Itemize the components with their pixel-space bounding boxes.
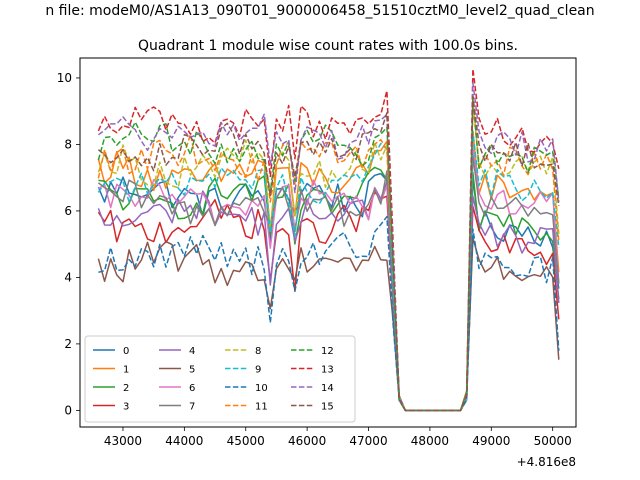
x-offset-label: +4.816e8 [517,455,576,469]
legend-label: 9 [255,365,261,376]
y-tick-label: 2 [64,337,72,351]
series-line-7 [97,155,560,412]
x-tick-label: 50000 [534,434,572,448]
series-line-15 [97,95,560,412]
y-tick-label: 0 [64,403,72,417]
series-line-10 [98,215,560,412]
series-line-6 [98,145,560,412]
y-tick-label: 8 [64,137,72,151]
series-line-14 [97,81,560,412]
figure-suptitle: n file: modeM0/AS1A13_090T01_9000006458_… [45,3,594,19]
legend-label: 8 [255,346,261,357]
x-tick-label: 47000 [349,434,387,448]
x-tick-label: 49000 [472,434,510,448]
x-tick-label: 45000 [227,434,265,448]
legend-label: 13 [321,365,334,376]
axes-frame [79,57,577,428]
legend-box [84,335,356,423]
legend-label: 2 [123,383,129,394]
legend-label: 3 [123,402,129,413]
series-line-13 [97,68,560,412]
x-axis: 43000 44000 45000 46000 47000 48000 49000 50000 [104,427,572,448]
legend-label: 14 [321,383,334,394]
series-line-5 [97,237,560,412]
series-line-11 [97,96,560,412]
legend-label: 1 [123,365,129,376]
legend-label: 15 [321,402,334,413]
legend-label: 0 [123,346,129,357]
legend-label: 10 [255,383,268,394]
x-tick-label: 48000 [411,434,449,448]
x-tick-label: 43000 [104,434,142,448]
y-tick-label: 6 [64,204,72,218]
legend-label: 11 [255,402,268,413]
y-axis: 0 2 4 6 8 10 [57,71,80,417]
legend-label: 12 [321,346,334,357]
series-line-3 [97,191,560,412]
series-lines [97,68,560,412]
series-line-1 [97,130,560,412]
x-tick-label: 44000 [165,434,203,448]
legend-label: 7 [189,402,195,413]
y-tick-label: 4 [64,270,72,284]
series-line-9 [97,130,560,412]
series-line-8 [97,105,560,412]
series-line-4 [97,181,560,412]
chart-title: Quadrant 1 module wise count rates with … [138,38,518,54]
x-tick-label: 46000 [288,434,326,448]
legend-label: 6 [189,383,195,394]
legend-label: 4 [189,346,195,357]
legend-label: 5 [189,365,195,376]
y-tick-label: 10 [57,71,72,85]
